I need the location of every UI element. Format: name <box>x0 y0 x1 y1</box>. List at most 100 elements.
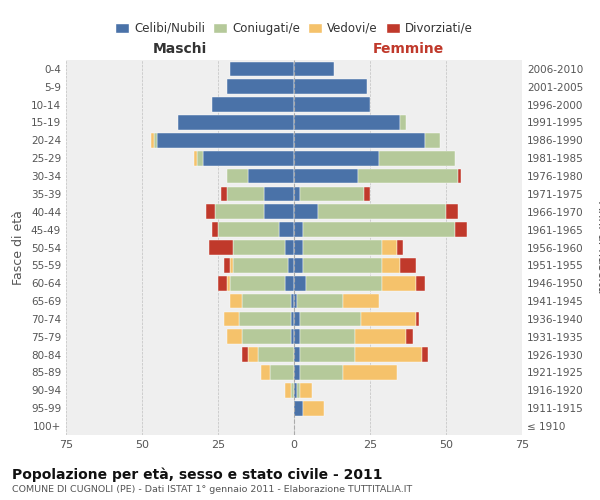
Bar <box>294 258 303 272</box>
Bar <box>285 383 291 398</box>
Bar <box>382 240 397 255</box>
Bar <box>157 133 294 148</box>
Bar <box>263 204 294 219</box>
Bar <box>242 330 291 344</box>
Bar <box>224 312 239 326</box>
Bar <box>294 80 367 94</box>
Bar <box>300 348 355 362</box>
Bar <box>416 312 419 326</box>
Bar <box>382 258 400 272</box>
Text: COMUNE DI CUGNOLI (PE) - Dati ISTAT 1° gennaio 2011 - Elaborazione TUTTITALIA.IT: COMUNE DI CUGNOLI (PE) - Dati ISTAT 1° g… <box>12 485 412 494</box>
Bar <box>343 294 379 308</box>
Bar <box>218 222 279 237</box>
Bar <box>291 383 294 398</box>
Bar <box>233 240 285 255</box>
Bar <box>227 186 263 201</box>
Bar <box>294 401 303 415</box>
Bar <box>294 383 297 398</box>
Bar <box>248 168 294 184</box>
Bar <box>294 62 334 76</box>
Bar <box>291 312 294 326</box>
Text: Femmine: Femmine <box>373 42 443 56</box>
Bar <box>294 365 300 380</box>
Bar <box>379 151 455 166</box>
Bar <box>291 330 294 344</box>
Bar <box>294 222 303 237</box>
Bar <box>230 62 294 76</box>
Bar <box>178 115 294 130</box>
Bar <box>297 294 343 308</box>
Bar <box>263 186 294 201</box>
Bar <box>300 365 343 380</box>
Bar <box>227 168 248 184</box>
Bar <box>294 186 300 201</box>
Bar <box>291 294 294 308</box>
Text: Maschi: Maschi <box>153 42 207 56</box>
Bar <box>400 258 416 272</box>
Bar <box>303 222 455 237</box>
Bar <box>294 115 400 130</box>
Bar <box>194 151 197 166</box>
Bar <box>218 276 227 290</box>
Bar <box>227 80 294 94</box>
Bar <box>406 330 413 344</box>
Bar <box>269 365 294 380</box>
Bar <box>294 204 319 219</box>
Bar <box>294 168 358 184</box>
Text: Popolazione per età, sesso e stato civile - 2011: Popolazione per età, sesso e stato civil… <box>12 468 383 482</box>
Bar <box>230 294 242 308</box>
Bar <box>294 240 303 255</box>
Bar <box>215 204 263 219</box>
Bar <box>212 98 294 112</box>
Bar <box>285 276 294 290</box>
Bar <box>422 348 428 362</box>
Bar <box>455 222 467 237</box>
Bar <box>233 258 288 272</box>
Bar <box>382 276 416 290</box>
Bar <box>300 312 361 326</box>
Bar <box>230 258 233 272</box>
Bar <box>416 276 425 290</box>
Bar <box>303 258 382 272</box>
Bar <box>343 365 397 380</box>
Bar <box>400 115 406 130</box>
Bar <box>294 151 379 166</box>
Bar <box>361 312 416 326</box>
Bar <box>212 222 218 237</box>
Bar <box>294 330 300 344</box>
Bar <box>319 204 446 219</box>
Bar <box>300 186 364 201</box>
Bar <box>458 168 461 184</box>
Bar <box>303 401 325 415</box>
Bar <box>227 276 230 290</box>
Bar <box>239 312 291 326</box>
Bar <box>242 294 291 308</box>
Bar <box>355 330 406 344</box>
Bar <box>242 348 248 362</box>
Bar <box>203 151 294 166</box>
Bar <box>260 365 269 380</box>
Bar <box>224 258 230 272</box>
Bar <box>209 240 233 255</box>
Bar <box>297 383 300 398</box>
Bar <box>294 312 300 326</box>
Bar <box>294 276 306 290</box>
Bar <box>364 186 370 201</box>
Bar <box>279 222 294 237</box>
Bar <box>397 240 403 255</box>
Bar <box>300 383 312 398</box>
Bar <box>358 168 458 184</box>
Bar <box>300 330 355 344</box>
Bar <box>285 240 294 255</box>
Bar <box>288 258 294 272</box>
Bar <box>303 240 382 255</box>
Legend: Celibi/Nubili, Coniugati/e, Vedovi/e, Divorziati/e: Celibi/Nubili, Coniugati/e, Vedovi/e, Di… <box>110 17 478 40</box>
Bar <box>294 294 297 308</box>
Bar <box>425 133 440 148</box>
Y-axis label: Anni di nascita: Anni di nascita <box>595 201 600 294</box>
Bar <box>151 133 154 148</box>
Bar <box>257 348 294 362</box>
Bar <box>446 204 458 219</box>
Bar <box>294 98 370 112</box>
Bar <box>154 133 157 148</box>
